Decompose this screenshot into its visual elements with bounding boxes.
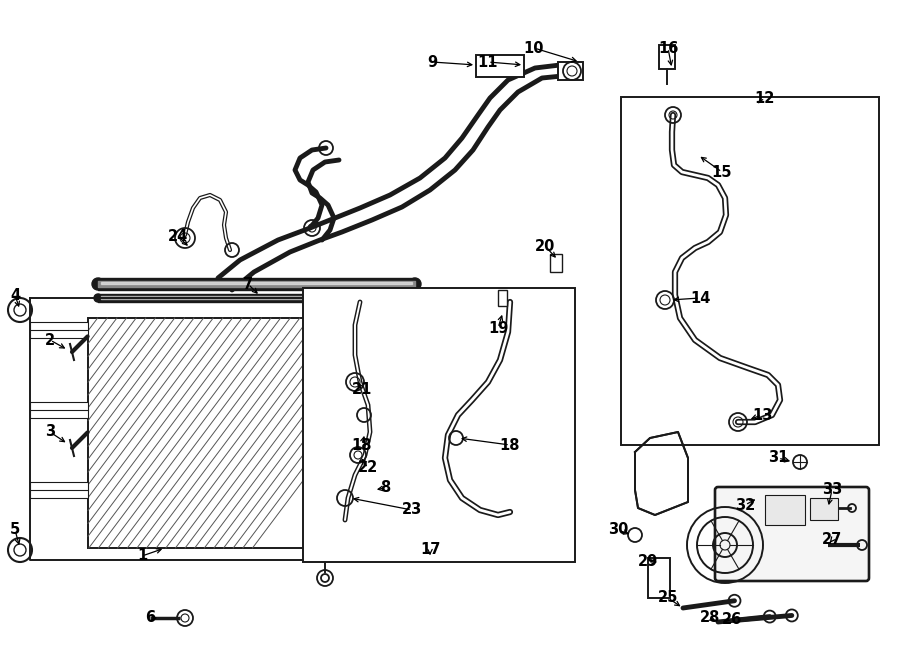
Polygon shape: [360, 195, 402, 220]
Text: 12: 12: [755, 91, 775, 105]
Text: 20: 20: [535, 238, 555, 254]
Bar: [810, 498, 838, 520]
Polygon shape: [445, 138, 473, 170]
Bar: [765, 495, 805, 525]
Bar: [303, 288, 575, 562]
Text: 11: 11: [478, 54, 499, 70]
Text: 31: 31: [768, 451, 788, 465]
Bar: [30, 322, 88, 338]
Text: 21: 21: [352, 383, 373, 397]
Circle shape: [94, 294, 102, 302]
FancyBboxPatch shape: [715, 487, 869, 581]
Circle shape: [409, 278, 421, 290]
Polygon shape: [420, 158, 455, 190]
Text: 18: 18: [500, 438, 520, 453]
Polygon shape: [462, 115, 488, 150]
Text: 25: 25: [658, 591, 679, 606]
Text: 3: 3: [45, 424, 55, 440]
Text: 13: 13: [752, 408, 772, 422]
Text: 28: 28: [700, 610, 720, 626]
Text: 5: 5: [10, 522, 20, 538]
Polygon shape: [330, 208, 372, 232]
Text: 10: 10: [524, 40, 544, 56]
Bar: [498, 290, 507, 306]
Text: 26: 26: [722, 612, 742, 628]
Circle shape: [411, 294, 419, 302]
Polygon shape: [535, 65, 562, 78]
Text: 29: 29: [638, 555, 658, 569]
Text: 15: 15: [712, 164, 733, 179]
Bar: [550, 254, 562, 272]
Text: 2: 2: [45, 332, 55, 348]
Text: 9: 9: [427, 54, 437, 70]
Text: 19: 19: [488, 320, 508, 336]
Text: 32: 32: [735, 498, 755, 512]
Text: 14: 14: [689, 291, 710, 305]
Bar: [659, 45, 675, 69]
Text: 24: 24: [168, 228, 188, 244]
Bar: [648, 558, 670, 598]
Bar: [316, 355, 334, 550]
Bar: [621, 97, 879, 445]
Bar: [332, 340, 344, 348]
Polygon shape: [390, 178, 430, 207]
Polygon shape: [478, 98, 500, 127]
Text: 17: 17: [419, 542, 440, 557]
Bar: [30, 402, 88, 418]
Text: 8: 8: [380, 481, 390, 495]
Polygon shape: [490, 80, 518, 110]
Polygon shape: [508, 68, 542, 92]
Circle shape: [92, 278, 104, 290]
Text: 27: 27: [822, 532, 842, 547]
Text: 18: 18: [352, 438, 373, 453]
Text: 16: 16: [658, 40, 679, 56]
Bar: [30, 482, 88, 498]
Polygon shape: [240, 240, 290, 272]
Polygon shape: [278, 228, 320, 252]
Text: 1: 1: [137, 549, 147, 563]
Text: 22: 22: [358, 461, 378, 475]
Polygon shape: [218, 260, 254, 290]
Polygon shape: [635, 432, 688, 515]
Bar: [558, 62, 583, 80]
Polygon shape: [310, 220, 342, 240]
Text: 7: 7: [243, 277, 253, 291]
Text: 30: 30: [608, 522, 628, 538]
Polygon shape: [88, 318, 310, 548]
Text: 23: 23: [402, 502, 422, 518]
Text: 6: 6: [145, 610, 155, 626]
Text: 33: 33: [822, 483, 842, 498]
Text: 4: 4: [10, 287, 20, 303]
Bar: [476, 55, 524, 77]
